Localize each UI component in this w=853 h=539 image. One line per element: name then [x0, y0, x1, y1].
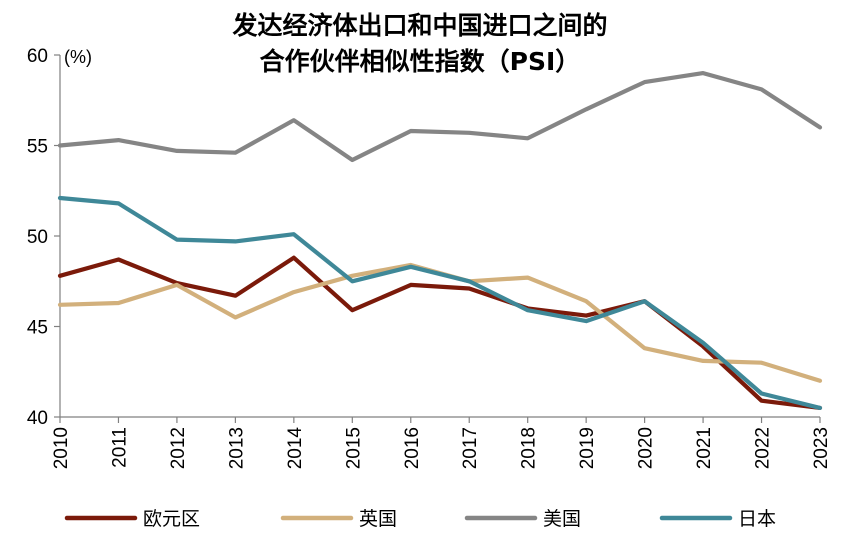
- x-tick-label: 2018: [519, 427, 540, 469]
- x-tick-label: 2021: [694, 427, 715, 469]
- x-tick-label: 2020: [636, 427, 657, 469]
- legend-label: 美国: [543, 508, 581, 530]
- x-tick-label: 2014: [285, 427, 306, 470]
- legend-label: 日本: [738, 508, 776, 530]
- x-tick-label: 2010: [51, 427, 72, 469]
- legend-item-2: 美国: [464, 508, 581, 530]
- series-line-3: [57, 195, 823, 410]
- y-tick-label: 60: [27, 46, 48, 67]
- x-tick-label: 2019: [577, 427, 598, 469]
- legend-item-3: 日本: [659, 508, 776, 530]
- x-tick-label: 2017: [460, 427, 481, 469]
- series-line-2: [57, 70, 823, 163]
- chart-title-line1: 发达经济体出口和中国进口之间的: [232, 11, 608, 40]
- legend-label: 欧元区: [143, 508, 200, 530]
- y-tick-labels: 40 45 50 55 60: [27, 46, 48, 429]
- series-line-0: [57, 255, 823, 410]
- legend-item-1: 英国: [280, 508, 397, 530]
- y-axis-unit: (%): [64, 47, 92, 67]
- series-lines: [57, 70, 823, 410]
- y-tick-label: 55: [27, 137, 48, 158]
- y-tick-label: 50: [27, 227, 48, 248]
- x-tick-label: 2011: [109, 427, 130, 468]
- x-tick-label: 2013: [226, 427, 247, 469]
- x-tick-label: 2015: [343, 427, 364, 469]
- chart-title-line2: 合作伙伴相似性指数（PSI）: [259, 47, 581, 76]
- legend-label: 英国: [359, 508, 397, 530]
- x-tick-labels: 2010 2011 2012 2013 2014 2015 2016 2017 2018 2019…: [51, 427, 832, 470]
- x-tick-label: 2016: [402, 427, 423, 469]
- y-tick-label: 40: [27, 408, 48, 429]
- chart-title: 发达经济体出口和中国进口之间的 合作伙伴相似性指数（PSI）: [190, 8, 650, 80]
- legend: 欧元区 英国 美国 日本: [64, 508, 776, 530]
- y-tick-label: 45: [27, 318, 48, 339]
- x-tick-label: 2012: [168, 427, 189, 469]
- axes: [54, 54, 821, 423]
- x-tick-label: 2023: [811, 427, 832, 469]
- x-tick-label: 2022: [753, 427, 774, 469]
- legend-item-0: 欧元区: [64, 508, 200, 530]
